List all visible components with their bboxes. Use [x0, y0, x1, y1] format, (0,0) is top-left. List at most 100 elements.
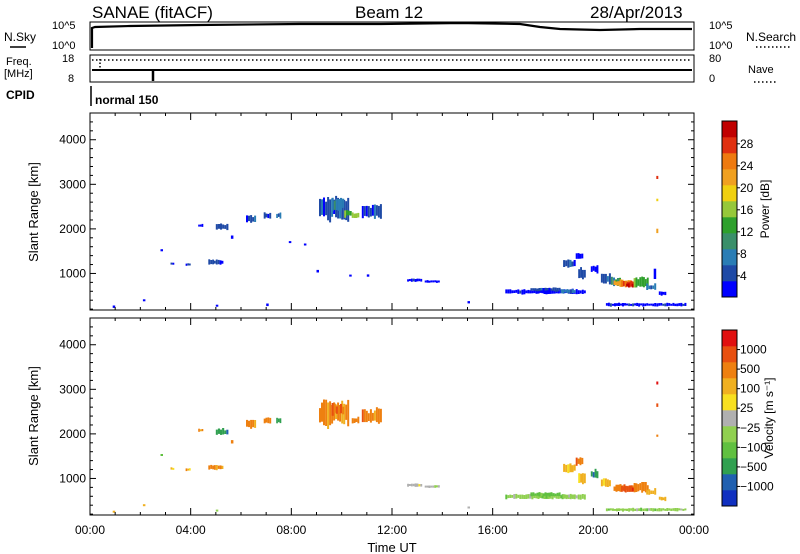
- data-patch: [656, 228, 659, 234]
- data-patch: [246, 419, 257, 429]
- data-cell: [331, 403, 334, 416]
- data-cell: [187, 468, 189, 471]
- data-cell: [325, 399, 328, 426]
- data-cell: [199, 224, 202, 227]
- data-cell: [641, 276, 644, 287]
- data-cell: [627, 283, 630, 288]
- data-cell: [525, 494, 528, 499]
- data-cell: [327, 402, 330, 429]
- data-cell: [277, 213, 280, 217]
- data-cell: [568, 289, 571, 293]
- y-tick-label: 1000: [59, 266, 86, 280]
- data-cell: [569, 259, 572, 267]
- data-patch: [656, 434, 659, 437]
- data-cell: [624, 280, 627, 288]
- data-cell: [349, 274, 352, 277]
- data-patch: [263, 212, 272, 219]
- data-cell: [626, 283, 628, 287]
- data-cell: [252, 419, 255, 428]
- data-cell: [319, 198, 321, 217]
- colorbar-tick-label: 100: [740, 382, 760, 396]
- data-cell: [639, 277, 642, 287]
- colorbar-cell: [722, 346, 737, 363]
- data-cell: [552, 287, 555, 291]
- data-patch: [361, 204, 382, 219]
- data-cell: [199, 429, 202, 432]
- data-cell: [467, 506, 470, 509]
- data-patch: [467, 506, 470, 509]
- data-cell: [546, 288, 549, 291]
- data-cell: [619, 279, 622, 287]
- data-patch: [656, 403, 659, 407]
- data-cell: [594, 266, 597, 272]
- data-cell: [672, 508, 675, 511]
- data-cell: [217, 224, 220, 229]
- data-cell: [187, 263, 189, 266]
- data-cell: [579, 494, 582, 500]
- data-patch: [560, 494, 576, 499]
- data-cell: [365, 410, 368, 423]
- data-cell: [547, 289, 550, 294]
- data-cell: [542, 288, 545, 292]
- data-cell: [644, 482, 647, 493]
- data-cell: [650, 285, 653, 290]
- data-cell: [215, 465, 218, 471]
- data-cell: [636, 302, 639, 306]
- data-cell: [622, 487, 625, 491]
- data-cell: [630, 280, 633, 287]
- data-cell: [222, 428, 225, 435]
- colorbar-tick-label: 500: [740, 362, 760, 376]
- data-cell: [344, 210, 347, 218]
- data-cell: [605, 508, 608, 512]
- data-cell: [639, 483, 642, 491]
- data-cell: [279, 418, 282, 424]
- data-cell: [538, 288, 541, 292]
- data-cell: [565, 260, 568, 267]
- data-cell: [573, 260, 576, 267]
- data-cell: [646, 283, 649, 290]
- data-cell: [507, 289, 510, 294]
- data-cell: [674, 303, 677, 307]
- data-cell: [213, 260, 216, 264]
- data-cell: [215, 224, 218, 230]
- data-cell: [407, 279, 409, 282]
- power-panel: 1000 2000 3000 4000 Slant Range [km]: [26, 112, 695, 311]
- colorbar-cell: [722, 442, 737, 459]
- data-patch: [170, 467, 175, 470]
- data-cell: [375, 407, 378, 423]
- data-cell: [333, 200, 336, 210]
- data-patch: [230, 440, 234, 444]
- data-cell: [650, 303, 653, 306]
- data-patch: [626, 283, 634, 288]
- velocity-panel: 1000 2000 3000 4000 00:00 04:00 08:00 12:00 16:…: [26, 317, 709, 554]
- data-cell: [341, 199, 344, 220]
- nsky-label: N.Sky: [4, 30, 36, 44]
- data-patch: [590, 468, 599, 479]
- data-cell: [546, 492, 549, 496]
- velocity-colorbar: 1000 500 100 25 −25 −100 −500 −1000 Velocity [m…: [721, 329, 776, 507]
- data-cell: [532, 492, 535, 496]
- data-cell: [355, 213, 358, 218]
- data-cell: [507, 495, 510, 499]
- data-cell: [505, 289, 508, 294]
- data-cell: [221, 465, 224, 469]
- data-cell: [347, 399, 350, 427]
- data-cell: [303, 243, 307, 246]
- data-cell: [637, 279, 640, 286]
- data-cell: [609, 303, 612, 307]
- data-cell: [327, 197, 330, 221]
- velocity-y-axis-label: Slant Range [km]: [26, 366, 41, 466]
- data-cell: [361, 206, 364, 219]
- data-cell: [517, 289, 520, 294]
- data-cell: [562, 289, 565, 294]
- power-colorbar-label: Power [dB]: [758, 180, 772, 239]
- colorbar-tick-label: 8: [740, 247, 747, 261]
- data-cell: [617, 281, 620, 286]
- data-cell: [617, 484, 620, 492]
- data-cell: [583, 473, 586, 484]
- data-cell: [379, 204, 382, 219]
- data-cell: [323, 399, 325, 426]
- data-cell: [348, 210, 350, 216]
- colorbar-cell: [722, 121, 737, 138]
- data-cell: [248, 215, 250, 222]
